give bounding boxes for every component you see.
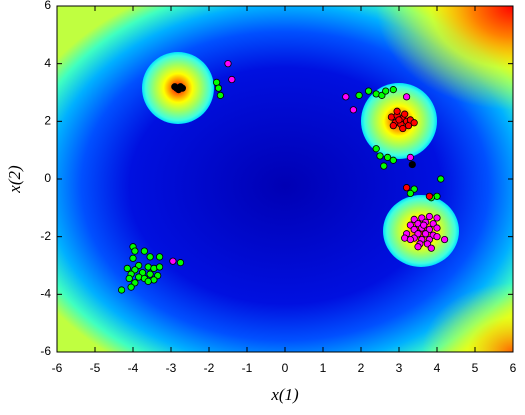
point [355, 91, 363, 99]
point [156, 263, 164, 271]
x-tick-label: 4 [434, 361, 441, 375]
x-tick-label: 6 [510, 361, 517, 375]
point [401, 110, 409, 118]
point [408, 160, 416, 169]
point [399, 124, 407, 133]
point [406, 235, 414, 244]
point [421, 230, 430, 238]
point [420, 221, 428, 229]
x-axis-label: x(1) [270, 385, 299, 404]
y-tick-label: -4 [40, 287, 51, 301]
x-tick-label: 2 [358, 361, 365, 375]
point [228, 75, 236, 84]
point [376, 152, 384, 160]
x-tick-label: -6 [52, 361, 63, 375]
point [216, 91, 224, 99]
point [414, 243, 422, 251]
x-tick-label: -2 [204, 361, 215, 375]
x-tick-label: 1 [320, 361, 327, 375]
point [118, 286, 126, 294]
point [402, 184, 411, 192]
x-tick-label: -3 [166, 361, 177, 375]
point [169, 257, 177, 265]
point [437, 175, 445, 183]
point [146, 253, 154, 261]
point [178, 84, 186, 92]
x-tick-label: 3 [396, 361, 403, 375]
point [380, 162, 388, 170]
point [127, 283, 135, 291]
x-tick-label: -1 [242, 361, 253, 375]
point [406, 189, 414, 198]
point [402, 93, 411, 101]
point [425, 212, 433, 221]
y-tick-label: 6 [44, 0, 51, 12]
point [171, 83, 179, 91]
point [383, 153, 392, 161]
point [433, 224, 441, 232]
point [393, 107, 401, 115]
y-tick-label: 4 [44, 56, 51, 70]
y-tick-label: -6 [40, 344, 51, 358]
y-tick-label: 0 [44, 171, 51, 185]
point [176, 259, 185, 267]
point [129, 254, 137, 262]
point [156, 253, 164, 261]
point [146, 270, 154, 278]
point [395, 116, 403, 124]
point [224, 60, 232, 68]
point [433, 214, 441, 222]
x-tick-label: 5 [472, 361, 479, 375]
point [410, 119, 418, 127]
point [433, 233, 441, 241]
y-axis-label: x(2) [5, 165, 24, 194]
y-tick-label: 2 [44, 114, 51, 128]
point [382, 87, 390, 95]
point [425, 192, 433, 200]
point [406, 153, 414, 161]
heatmap [57, 6, 513, 352]
x-tick-label: -4 [128, 361, 139, 375]
point [131, 247, 139, 255]
point [372, 145, 380, 153]
point [389, 86, 397, 94]
point [214, 84, 223, 92]
point [427, 244, 435, 252]
y-tick-label: -2 [40, 229, 51, 243]
points [118, 60, 449, 294]
point [440, 235, 449, 244]
point [123, 264, 131, 272]
point [144, 277, 152, 285]
x-tick-label: 0 [282, 361, 289, 375]
point [364, 87, 373, 95]
x-tick-label: -5 [90, 361, 101, 375]
point [389, 122, 397, 130]
point [389, 156, 397, 164]
point [140, 247, 148, 255]
point [349, 106, 357, 114]
point [125, 274, 133, 283]
point [342, 93, 350, 101]
